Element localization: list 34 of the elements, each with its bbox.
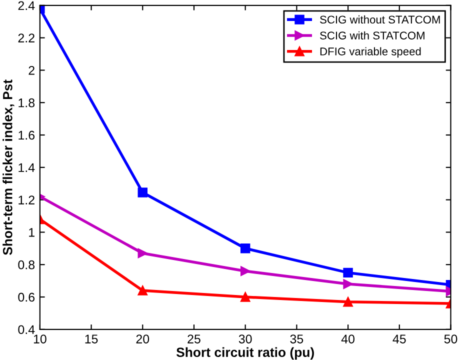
x-tick-label: 45 [392,334,406,344]
x-tick-label: 15 [85,334,98,344]
legend-label: DFIG variable speed [320,47,421,58]
x-tick-label: 35 [290,334,304,344]
point [343,297,353,307]
x-tick-label: 10 [34,334,46,344]
y-tick-label: 1.6 [18,130,35,140]
x-tick-label: 40 [341,334,354,344]
y-tick-label: 2.2 [18,34,34,42]
point [240,244,250,254]
y-tick-label: 2 [28,66,34,75]
point [343,268,353,278]
point [343,279,353,289]
y-tick-label: 1 [29,228,34,237]
legend-label: SCIG without STATCOM [320,15,440,24]
point [138,248,148,258]
y-tick-label: 0.6 [18,292,35,302]
point [138,286,148,296]
x-tick-label: 30 [238,334,252,344]
point [240,292,250,302]
x-axis-title: Short circuit ratio (pu) [176,347,314,360]
x-tick-label: 20 [136,334,150,344]
x-tick-label: 25 [188,334,200,344]
y-tick-label: 0.8 [18,260,35,270]
x-tick-label: 50 [444,334,458,344]
y-tick-label: 0.4 [18,325,35,334]
point [138,188,148,198]
point [240,266,250,276]
y-axis-title: Short-term flicker index, Pst [2,80,14,256]
y-tick-label: 2.4 [18,1,35,10]
legend-label: SCIG with STATCOM [320,31,424,40]
y-tick-label: 1.4 [18,163,35,172]
y-tick-label: 1.2 [18,196,34,204]
y-tick-label: 1.8 [18,98,35,108]
